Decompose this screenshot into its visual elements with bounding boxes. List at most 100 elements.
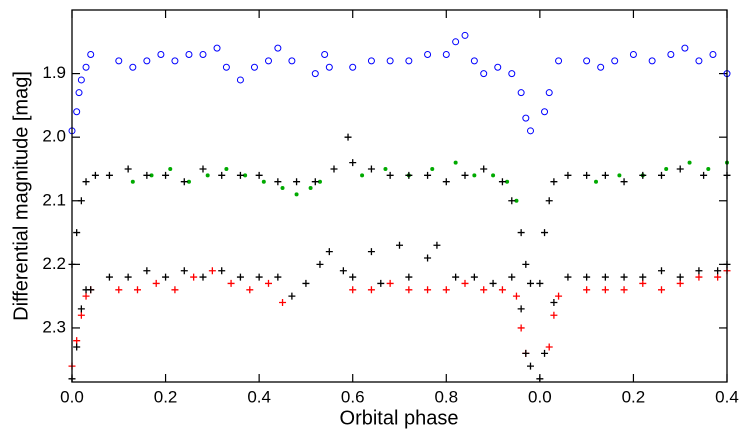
point [82,292,90,300]
point [149,173,154,178]
point [82,178,90,186]
point [597,63,605,71]
point [168,166,173,171]
point [555,292,563,300]
point [218,171,226,179]
point [676,165,684,173]
point [250,63,258,71]
point [143,57,151,65]
point [171,57,179,65]
point [470,57,478,65]
point [115,286,123,294]
y-tick-label: 2.2 [42,254,66,273]
point [367,57,375,65]
point [461,171,469,179]
point [129,63,137,71]
point [583,171,591,179]
x-tick-label: 0.0 [528,387,552,406]
point [124,165,132,173]
point [687,160,692,165]
point [180,267,188,275]
point [243,173,248,178]
point [629,51,637,59]
point [265,57,272,65]
point [508,197,516,205]
point [583,57,591,65]
point [367,286,375,294]
point [280,186,285,191]
point [105,273,113,281]
point [157,51,165,59]
point [508,273,516,281]
point [130,179,135,184]
point [527,362,534,370]
point [424,286,432,294]
point [360,173,365,178]
point [386,57,394,65]
point [706,166,711,171]
point [162,273,170,281]
point [639,279,647,287]
point [541,229,549,237]
point [288,57,296,65]
point [344,133,352,141]
point [695,57,703,65]
point [311,178,319,186]
point [349,286,357,294]
point [658,286,665,294]
point [311,70,319,78]
point [227,279,235,287]
point [564,171,572,179]
point [367,248,375,256]
point [550,299,558,307]
point [491,173,496,178]
point [601,273,609,281]
point [508,70,516,78]
point [620,273,628,281]
point [77,305,85,313]
point [550,178,558,186]
point [77,311,85,319]
point [714,267,722,275]
point [489,279,497,287]
point [134,286,141,294]
point [186,179,191,184]
point [522,260,530,268]
point [367,165,375,173]
point [349,159,357,167]
y-tick-label: 2.0 [42,127,66,146]
point [325,248,333,256]
point [667,51,675,59]
point [480,70,488,78]
point [550,311,558,319]
point [325,63,333,71]
point [236,273,244,281]
point [386,279,394,287]
point [639,273,647,281]
point [316,260,324,268]
point [536,279,544,287]
point [105,171,113,179]
point [224,166,229,171]
point [564,273,572,281]
point [442,51,450,59]
point [695,273,703,281]
point [77,197,85,205]
point [349,63,357,71]
point [430,166,435,171]
x-axis-label: Orbital phase [340,407,459,429]
point [405,57,413,65]
point [82,63,90,71]
point [555,57,563,65]
point [255,273,263,281]
point [480,286,488,294]
point [87,51,95,59]
point [714,273,722,281]
point [124,273,132,281]
point [424,171,432,179]
point [452,38,460,46]
point [405,286,413,294]
point [681,44,689,52]
point [294,192,299,197]
point [545,343,553,351]
